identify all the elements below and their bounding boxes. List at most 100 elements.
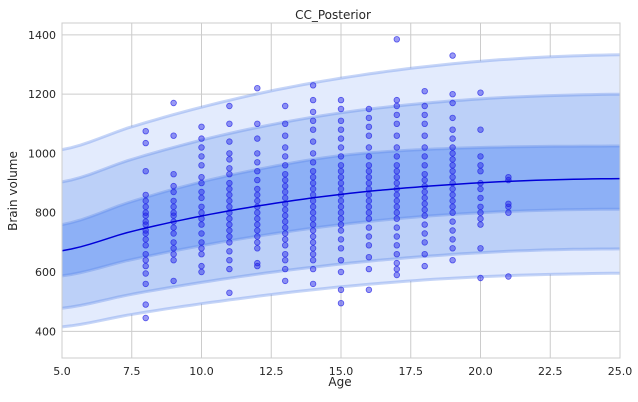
- centile-line: [61, 53, 621, 152]
- data-point: [449, 99, 456, 107]
- data-point: [142, 280, 149, 288]
- data-point: [449, 173, 456, 181]
- data-point: [309, 245, 317, 252]
- data-point: [393, 197, 400, 205]
- data-point: [198, 230, 205, 237]
- data-point: [142, 236, 149, 243]
- data-point: [421, 132, 428, 139]
- data-point: [421, 120, 428, 127]
- data-point: [449, 90, 456, 98]
- scatter-points: [142, 36, 512, 322]
- data-point: [449, 135, 456, 142]
- data-point: [142, 218, 149, 225]
- data-point: [282, 188, 289, 196]
- data-point: [309, 250, 317, 258]
- y-tick-label: 600: [35, 266, 56, 279]
- data-point: [282, 182, 289, 190]
- data-point: [365, 191, 373, 199]
- data-point: [170, 245, 177, 252]
- data-point: [198, 209, 205, 216]
- data-point: [309, 215, 317, 222]
- data-point: [505, 173, 512, 181]
- data-point: [477, 162, 484, 169]
- data-point: [142, 301, 149, 308]
- data-point: [226, 185, 233, 193]
- data-point: [393, 96, 400, 104]
- data-point: [170, 182, 177, 190]
- data-point: [226, 156, 233, 163]
- data-point: [421, 188, 428, 196]
- data-point: [449, 197, 456, 205]
- data-point: [226, 265, 233, 273]
- x-tick-label: 5.0: [53, 365, 71, 378]
- data-point: [309, 179, 317, 187]
- data-point: [142, 257, 149, 264]
- data-point: [337, 185, 345, 193]
- data-point: [254, 135, 261, 142]
- data-point: [170, 230, 177, 237]
- data-point: [449, 126, 456, 133]
- data-point: [254, 159, 261, 166]
- data-point: [226, 150, 233, 157]
- data-point: [282, 224, 289, 231]
- data-point: [198, 123, 205, 130]
- y-tick-label: 800: [35, 207, 56, 220]
- data-point: [365, 179, 373, 187]
- data-point: [421, 194, 428, 202]
- data-point: [309, 197, 317, 205]
- x-tick-label: 7.5: [123, 365, 141, 378]
- data-point: [142, 242, 149, 249]
- data-point: [309, 108, 317, 116]
- data-point: [254, 84, 261, 92]
- data-point: [393, 167, 400, 175]
- data-point: [421, 239, 428, 246]
- data-point: [365, 162, 373, 169]
- data-point: [170, 277, 177, 285]
- data-point: [477, 194, 484, 202]
- data-point: [254, 191, 261, 199]
- data-point: [365, 153, 373, 160]
- data-point: [309, 280, 317, 288]
- data-point: [198, 262, 205, 270]
- centile-line: [61, 92, 621, 184]
- data-point: [309, 233, 317, 240]
- data-point: [449, 191, 456, 199]
- data-point: [365, 224, 373, 231]
- data-point: [393, 179, 400, 187]
- data-point: [505, 273, 512, 280]
- x-tick-label: 15.0: [329, 365, 354, 378]
- data-point: [393, 120, 400, 127]
- data-point: [337, 257, 345, 264]
- data-point: [393, 242, 400, 249]
- data-point: [365, 105, 373, 113]
- data-point: [309, 265, 317, 273]
- data-point: [477, 215, 484, 222]
- data-point: [254, 209, 261, 216]
- data-point: [477, 126, 484, 133]
- data-point: [309, 126, 317, 133]
- data-point: [170, 224, 177, 231]
- data-point: [282, 194, 289, 202]
- data-point: [421, 206, 428, 213]
- data-point: [421, 250, 428, 258]
- data-point: [254, 197, 261, 205]
- data-point: [365, 233, 373, 240]
- data-point: [309, 221, 317, 228]
- data-point: [337, 162, 345, 169]
- data-point: [337, 197, 345, 205]
- data-point: [337, 179, 345, 187]
- data-point: [309, 185, 317, 193]
- y-tick-labels: 400 600 800 1000 1200 1400: [28, 29, 56, 338]
- data-point: [337, 167, 345, 175]
- data-point: [449, 203, 456, 210]
- data-point: [254, 176, 261, 184]
- centile-line: [61, 247, 621, 310]
- data-point: [142, 270, 149, 277]
- data-point: [170, 250, 177, 258]
- data-point: [421, 200, 428, 207]
- data-point: [393, 209, 400, 216]
- data-point: [142, 197, 149, 205]
- data-point: [198, 221, 205, 228]
- data-point: [226, 221, 233, 228]
- data-point: [226, 289, 233, 296]
